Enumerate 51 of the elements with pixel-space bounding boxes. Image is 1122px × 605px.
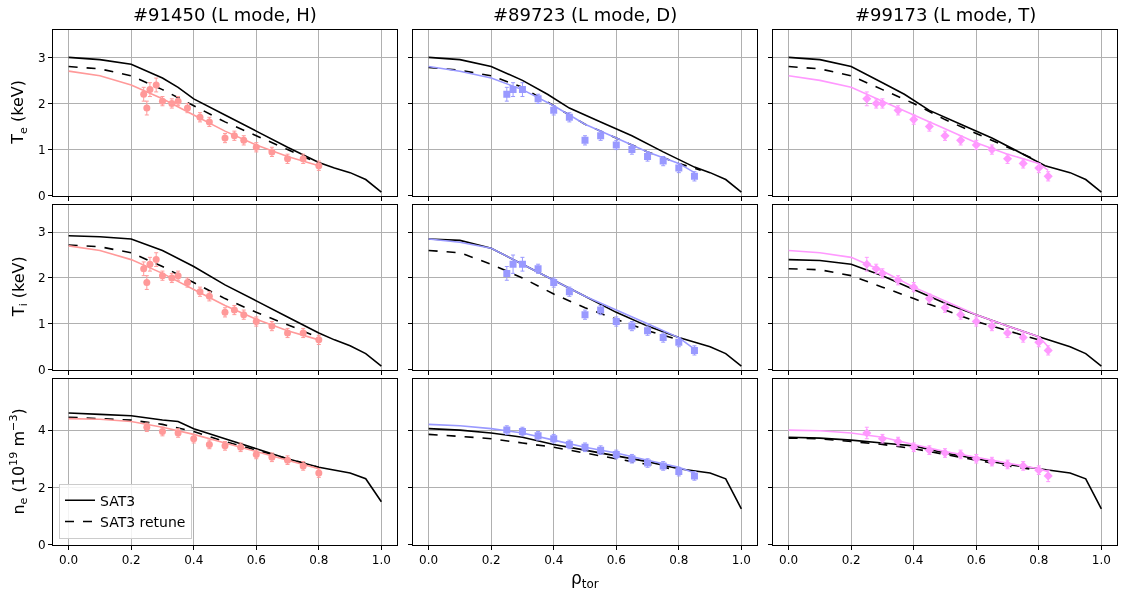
point — [143, 279, 151, 287]
x-tick-label: 0.2 — [481, 553, 501, 568]
point — [146, 260, 154, 268]
x-tick-label: 0.4 — [184, 553, 204, 568]
point — [140, 90, 148, 98]
x-tick-label: 1.0 — [1091, 553, 1111, 568]
line-series — [67, 234, 383, 367]
point — [518, 86, 526, 94]
point — [152, 256, 160, 264]
point — [509, 260, 517, 268]
point — [143, 104, 151, 112]
x-tick-label: 0.8 — [309, 553, 329, 568]
y-tick-label: 1 — [37, 142, 46, 157]
y-tick-label: 3 — [37, 50, 46, 65]
y-tick-label: 3 — [37, 225, 46, 240]
x-axis-title: ρ$_{tor}$ — [571, 568, 599, 591]
x-tick-label: 0.6 — [606, 553, 626, 568]
x-tick-label: 0.6 — [966, 553, 986, 568]
x-tick-label: 0.8 — [669, 553, 689, 568]
point — [518, 260, 526, 268]
chart-title: #99173 (L mode, T) — [855, 4, 1037, 25]
point — [503, 269, 511, 277]
x-tick-label: 0.0 — [59, 553, 79, 568]
point — [152, 81, 160, 89]
x-tick-label: 1.0 — [371, 553, 391, 568]
legend-label: SAT3 — [100, 492, 136, 509]
x-tick-label: 0.8 — [1029, 553, 1049, 568]
y-tick-label: 0 — [37, 537, 46, 552]
x-tick-label: 0.4 — [544, 553, 564, 568]
point — [146, 86, 154, 94]
x-tick-label: 0.6 — [246, 553, 266, 568]
line-series — [67, 56, 383, 193]
chart-title: #91450 (L mode, H) — [133, 4, 317, 25]
y-tick-label: 2 — [37, 96, 46, 111]
y-tick-label: 2 — [37, 271, 46, 286]
point — [509, 86, 517, 94]
legend-label: SAT3 retune — [100, 513, 186, 530]
point — [140, 265, 148, 273]
y-tick-label: 0 — [37, 362, 46, 377]
y-tick-label: 2 — [37, 480, 46, 495]
x-tick-label: 0.4 — [904, 553, 924, 568]
x-tick-label: 1.0 — [731, 553, 751, 568]
y-tick-label: 0 — [37, 188, 46, 203]
y-tick-label: 1 — [37, 317, 46, 332]
chart-title: #89723 (L mode, D) — [493, 4, 678, 25]
x-tick-label: 0.0 — [779, 553, 799, 568]
y-tick-label: 4 — [37, 423, 46, 438]
x-tick-label: 0.0 — [419, 553, 439, 568]
x-tick-label: 0.2 — [841, 553, 861, 568]
x-tick-label: 0.2 — [121, 553, 141, 568]
point — [503, 90, 511, 98]
